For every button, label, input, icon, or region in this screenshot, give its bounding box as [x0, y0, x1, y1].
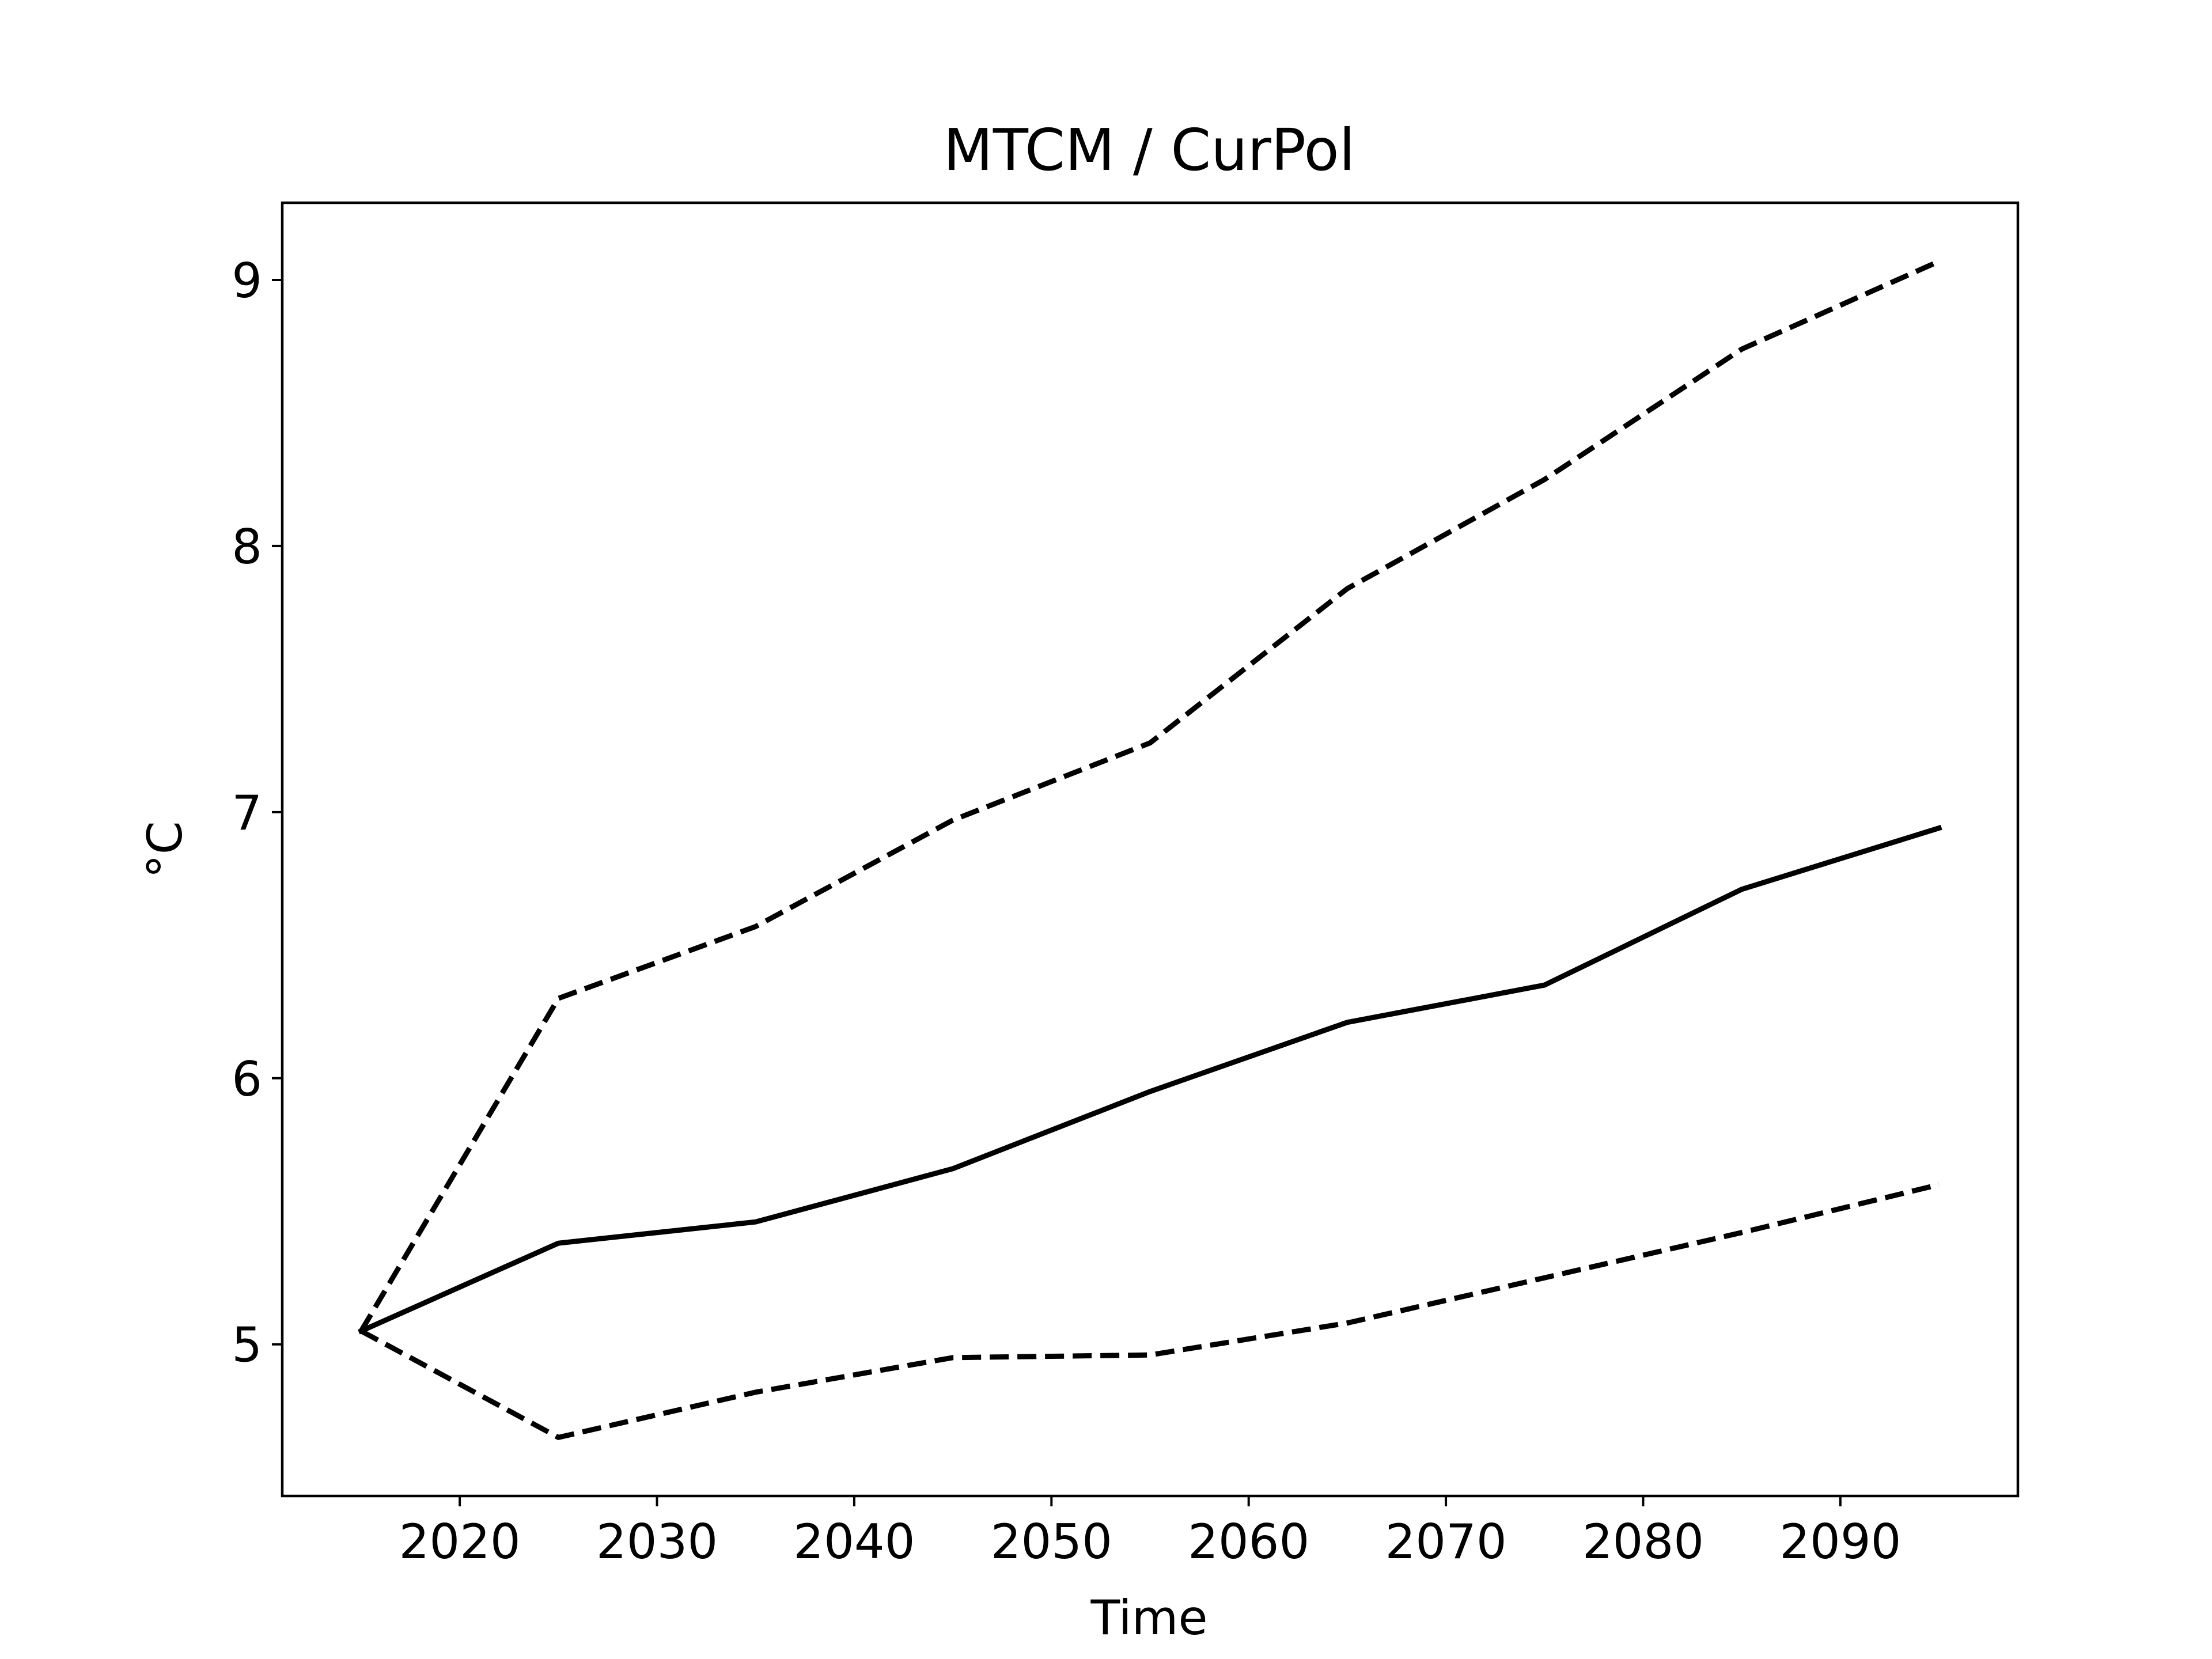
y-tick-label: 6	[232, 1051, 262, 1107]
x-tick-label: 2040	[793, 1514, 915, 1570]
x-tick-label: 2090	[1779, 1514, 1901, 1570]
x-tick-label: 2020	[399, 1514, 521, 1570]
x-axis-label: Time	[1090, 1590, 1207, 1646]
x-tick-label: 2070	[1385, 1514, 1506, 1570]
y-tick-label: 8	[232, 519, 262, 575]
axes-frame	[281, 201, 2020, 1498]
series-line-1	[358, 824, 1942, 1335]
y-axis-label: °C	[137, 821, 193, 878]
x-axis: 2020 2030 2040 2050 2060 2070 2080 2090	[399, 1496, 1901, 1570]
y-tick-label: 7	[232, 785, 262, 841]
x-tick-label: 2080	[1582, 1514, 1704, 1570]
series-line-2	[359, 259, 1940, 1332]
plot-area	[358, 259, 1942, 1440]
y-axis: 5 6 7 8 9	[232, 253, 282, 1373]
x-tick-label: 2030	[596, 1514, 718, 1570]
x-tick-label: 2060	[1188, 1514, 1309, 1570]
y-tick-label: 9	[232, 253, 262, 309]
series-line-3	[359, 1182, 1940, 1440]
x-tick-label: 2050	[991, 1514, 1112, 1570]
chart-title: MTCM / CurPol	[944, 116, 1355, 184]
y-tick-label: 5	[232, 1317, 262, 1373]
